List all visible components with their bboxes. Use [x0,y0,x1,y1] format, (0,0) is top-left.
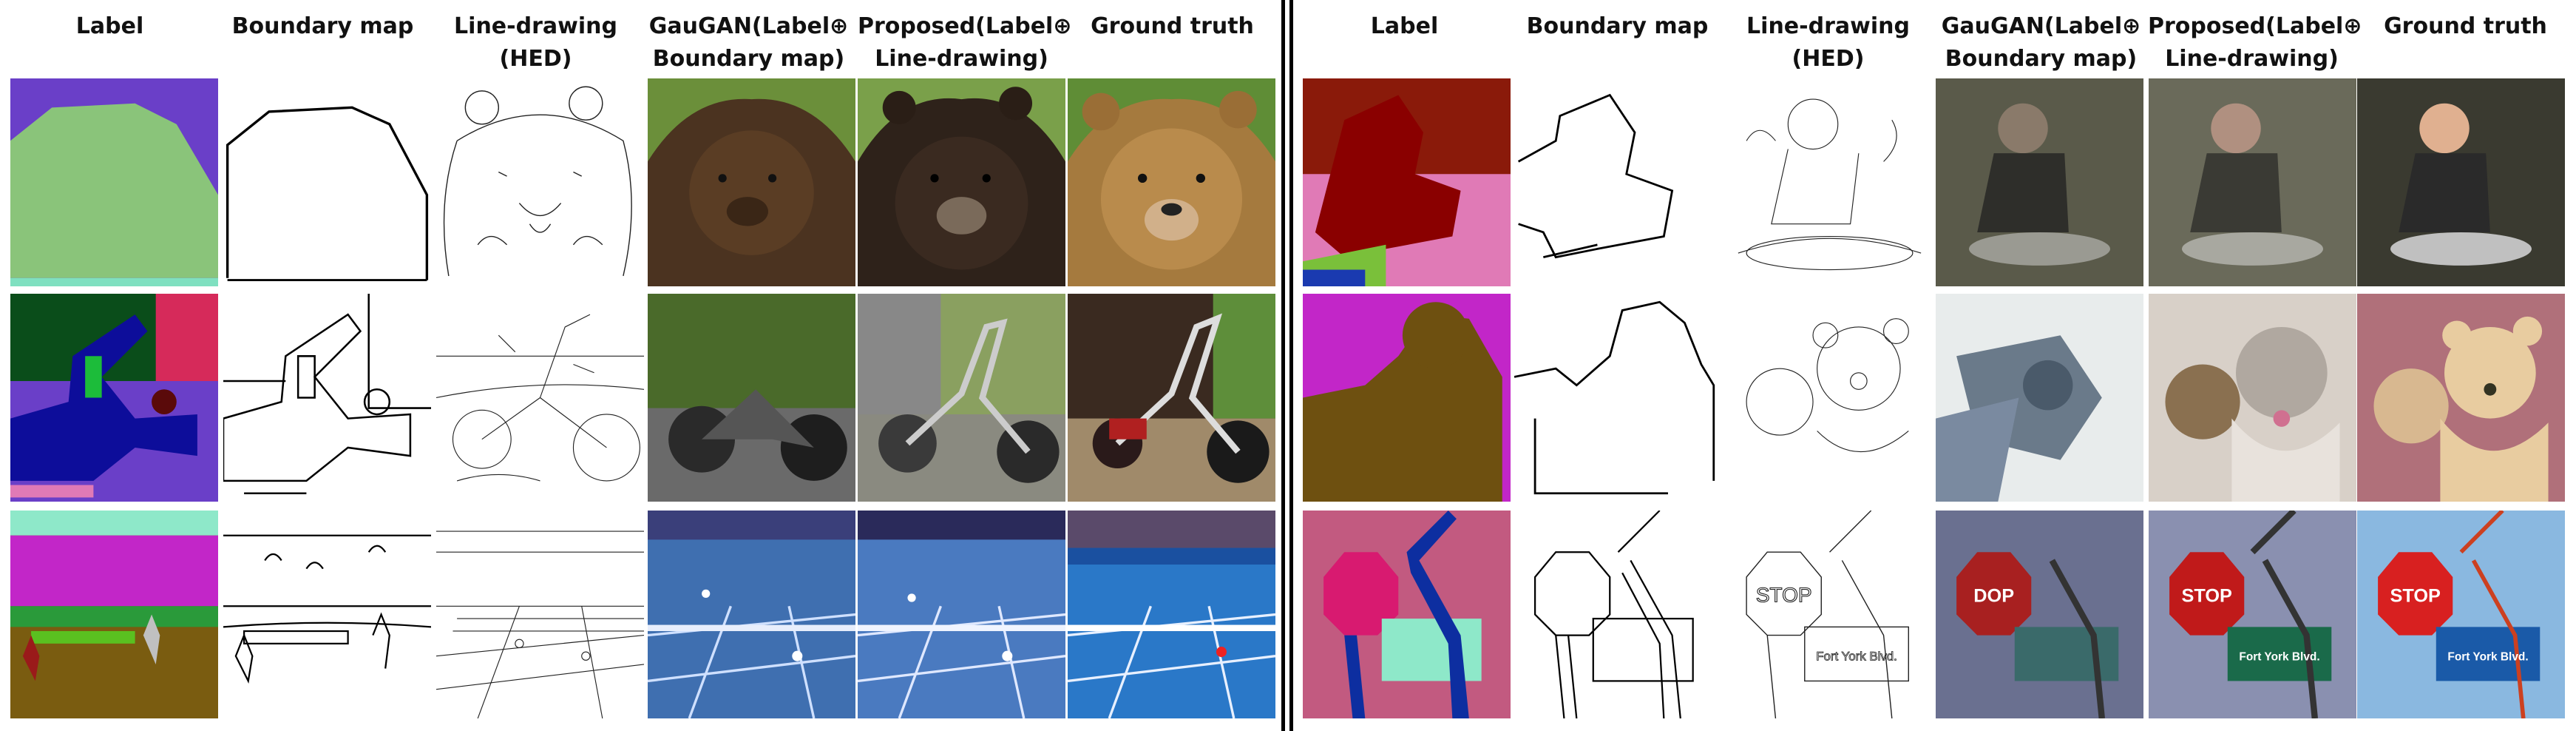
tennis-boundary-map [223,511,431,718]
bear-ground-truth [1068,78,1275,286]
child-label-map [1303,78,1511,286]
gt-stop-text: STOP [2390,586,2440,607]
stop-boundary-map [1514,511,1722,718]
gt-street-text: Fort York Blvd. [2447,650,2528,663]
motorcycle-label-map [10,294,218,502]
right-panel: Label Boundary map Line-drawing (HED) Gau… [1295,0,2576,731]
tennis-proposed [858,511,1065,718]
motorcycle-proposed [858,294,1065,502]
col-header-gaugan: GauGAN(Label⊕ Boundary map) [1941,13,2141,72]
col-header-hed: Line-drawing (HED) [1746,13,1910,72]
tennis-ground-truth [1068,511,1275,718]
col-header-proposed: Proposed(Label⊕ Line-drawing) [2148,13,2362,72]
child-boundary-map [1514,78,1722,286]
stop-gaugan: DOP [1936,511,2143,718]
teddy-boundary-map [1514,294,1722,502]
left-panel: Label Boundary map Line-drawing (HED) Gau… [0,0,1279,731]
motorcycle-ground-truth [1068,294,1275,502]
teddy-ground-truth [2357,294,2565,502]
col-header-gt: Ground truth [1091,13,1254,39]
bear-hed [436,78,644,286]
proposed-street-text: Fort York Blvd. [2239,650,2319,663]
child-proposed [2149,78,2356,286]
stop-proposed: STOP Fort York Blvd. [2149,511,2356,718]
tennis-label-map [10,511,218,718]
hed-stop-text: STOP [1756,584,1812,607]
gaugan-stop-text: DOP [1973,586,2014,607]
tennis-gaugan [648,511,855,718]
bear-proposed [858,78,1065,286]
bear-boundary-map [223,78,431,286]
col-header-label: Label [1370,13,1439,39]
teddy-proposed [2149,294,2356,502]
col-header-boundary: Boundary map [1526,13,1709,39]
col-header-gt: Ground truth [2384,13,2547,39]
panel-divider-right [1289,0,1293,731]
motorcycle-boundary-map [223,294,431,502]
col-header-proposed: Proposed(Label⊕ Line-drawing) [858,13,1072,72]
stop-label-map [1303,511,1511,718]
col-header-hed: Line-drawing (HED) [454,13,617,72]
child-ground-truth [2357,78,2565,286]
bear-label-map [10,78,218,286]
tennis-hed [436,511,644,718]
col-header-boundary: Boundary map [231,13,414,39]
teddy-label-map [1303,294,1511,502]
teddy-hed [1726,294,1933,502]
motorcycle-gaugan [648,294,855,502]
col-header-label: Label [75,13,144,39]
panel-divider-left [1281,0,1285,731]
hed-street-text: Fort York Blvd. [1816,649,1897,663]
teddy-gaugan [1936,294,2143,502]
child-hed [1726,78,1933,286]
child-gaugan [1936,78,2143,286]
bear-gaugan [648,78,855,286]
stop-hed: STOP Fort York Blvd. [1726,511,1933,718]
proposed-stop-text: STOP [2181,586,2231,607]
col-header-gaugan: GauGAN(Label⊕ Boundary map) [648,13,849,72]
motorcycle-hed [436,294,644,502]
stop-ground-truth: STOP Fort York Blvd. [2357,511,2565,718]
